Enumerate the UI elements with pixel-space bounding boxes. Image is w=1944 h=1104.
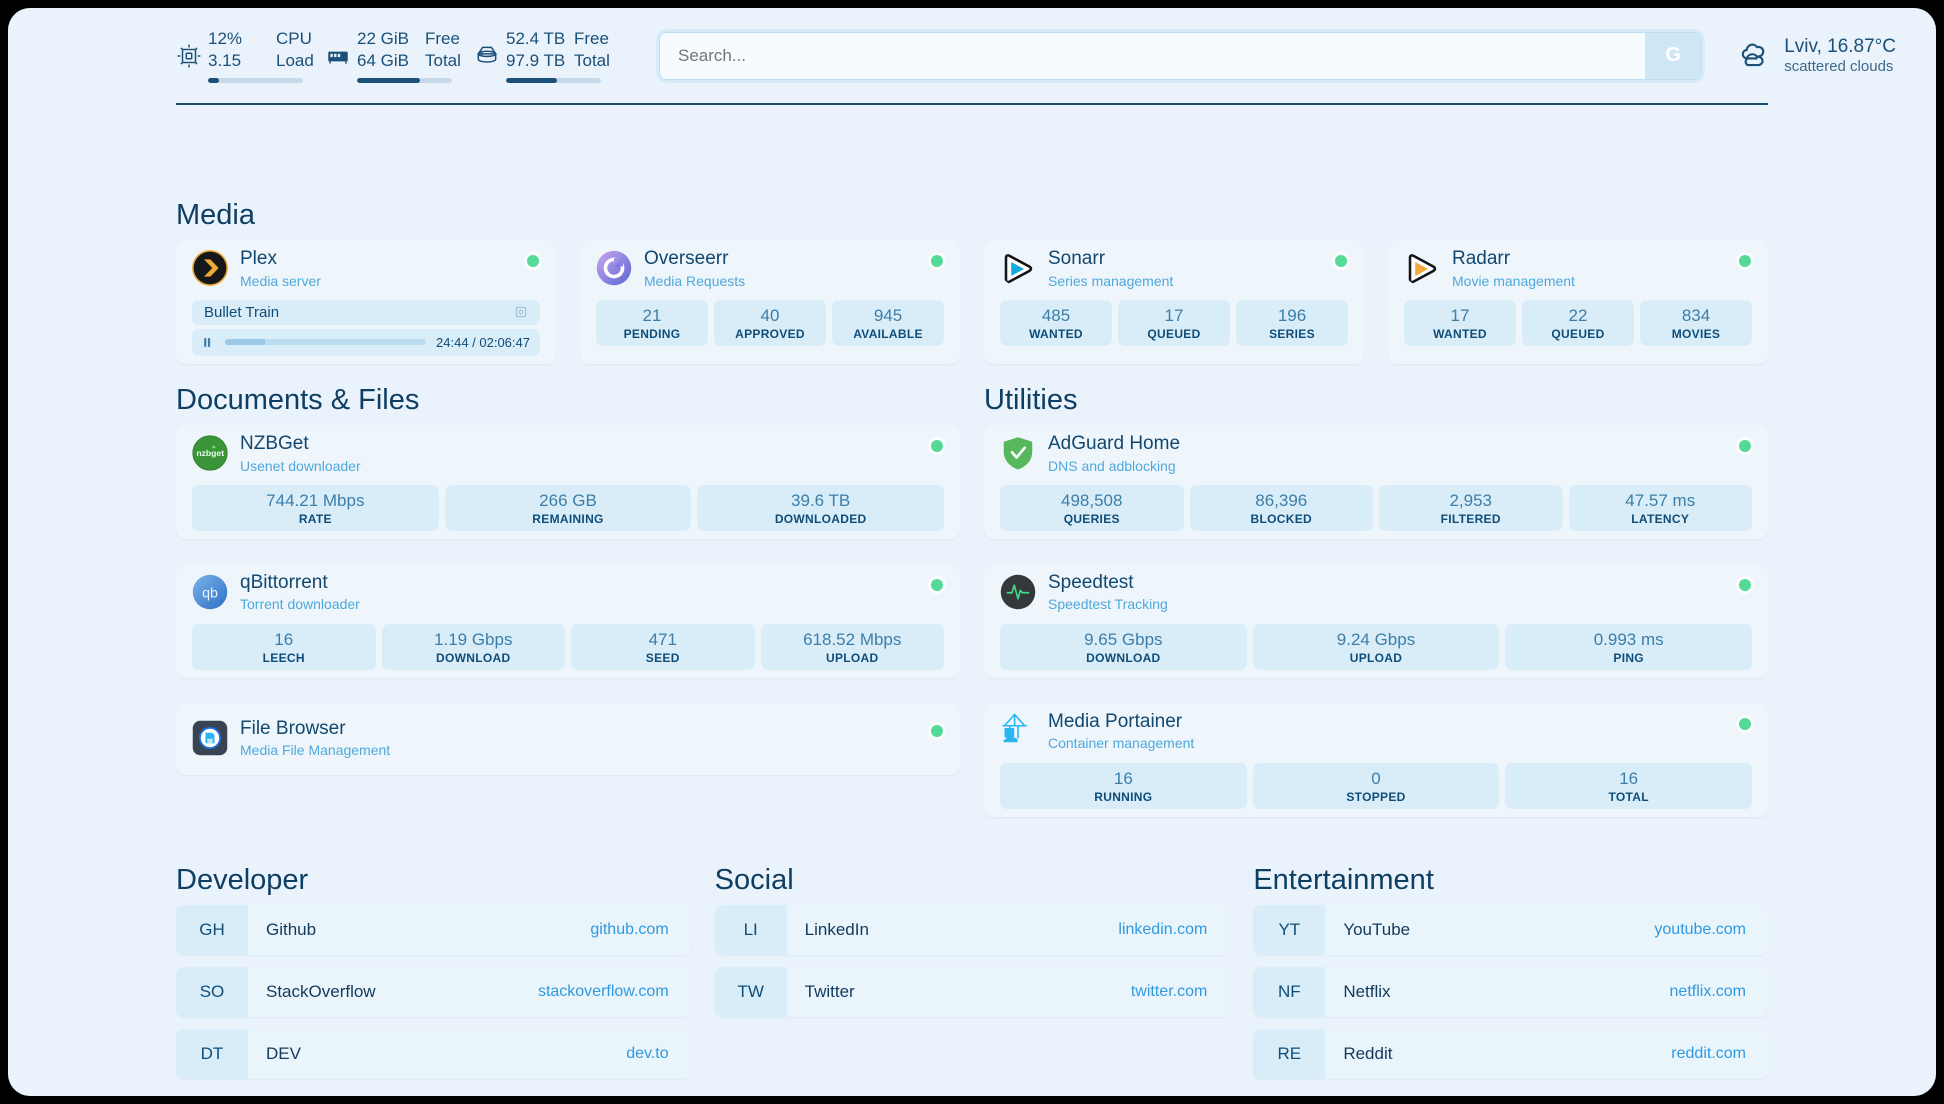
svg-text:nzbget: nzbget (196, 449, 224, 459)
svg-text:qb: qb (202, 585, 218, 601)
